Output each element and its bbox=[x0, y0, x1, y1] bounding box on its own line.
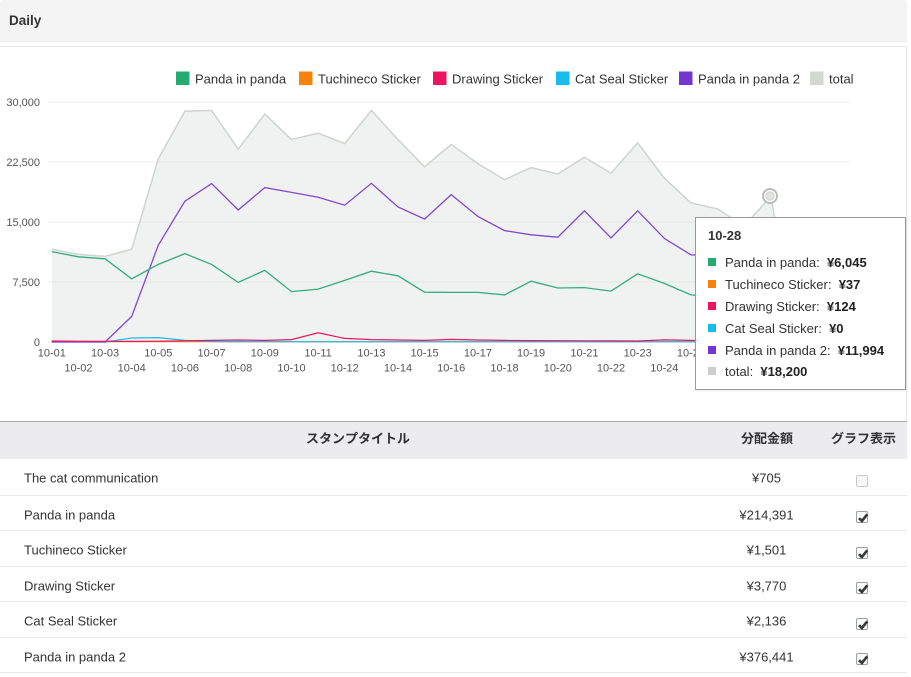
svg-text:7,500: 7,500 bbox=[12, 277, 40, 289]
svg-text:10-01: 10-01 bbox=[38, 348, 66, 360]
svg-text:Panda in panda 2: Panda in panda 2 bbox=[698, 72, 800, 87]
svg-text:10-16: 10-16 bbox=[437, 363, 465, 375]
svg-text:10-02: 10-02 bbox=[64, 363, 92, 375]
svg-text:15,000: 15,000 bbox=[6, 217, 40, 229]
svg-text:total: total bbox=[829, 72, 854, 87]
svg-text:10-20: 10-20 bbox=[544, 363, 572, 375]
svg-text:10-13: 10-13 bbox=[357, 348, 385, 360]
svg-text:10-22: 10-22 bbox=[597, 363, 625, 375]
svg-text:22,500: 22,500 bbox=[6, 157, 40, 169]
svg-text:10-05: 10-05 bbox=[144, 348, 172, 360]
svg-text:10-10: 10-10 bbox=[277, 363, 305, 375]
svg-text:10-14: 10-14 bbox=[384, 363, 412, 375]
svg-text:Drawing Sticker: Drawing Sticker bbox=[452, 72, 544, 87]
svg-text:Tuchineco Sticker: Tuchineco Sticker bbox=[318, 72, 422, 87]
svg-text:10-07: 10-07 bbox=[198, 348, 226, 360]
svg-text:10-15: 10-15 bbox=[411, 348, 439, 360]
svg-text:10-18: 10-18 bbox=[490, 363, 518, 375]
svg-text:10-12: 10-12 bbox=[331, 363, 359, 375]
svg-text:10-11: 10-11 bbox=[304, 348, 331, 360]
svg-text:10-09: 10-09 bbox=[251, 348, 279, 360]
svg-text:10-06: 10-06 bbox=[171, 363, 199, 375]
svg-text:10-23: 10-23 bbox=[624, 348, 652, 360]
svg-text:Panda in panda: Panda in panda bbox=[195, 72, 287, 87]
svg-text:10-21: 10-21 bbox=[570, 348, 598, 360]
svg-text:0: 0 bbox=[34, 337, 40, 349]
svg-text:Cat Seal Sticker: Cat Seal Sticker bbox=[575, 72, 669, 87]
svg-text:10-24: 10-24 bbox=[650, 363, 678, 375]
svg-text:10-04: 10-04 bbox=[118, 363, 146, 375]
svg-text:10-03: 10-03 bbox=[91, 348, 119, 360]
svg-text:10-19: 10-19 bbox=[517, 348, 545, 360]
svg-text:30,000: 30,000 bbox=[6, 97, 40, 109]
svg-text:10-08: 10-08 bbox=[224, 363, 252, 375]
svg-text:10-17: 10-17 bbox=[464, 348, 492, 360]
